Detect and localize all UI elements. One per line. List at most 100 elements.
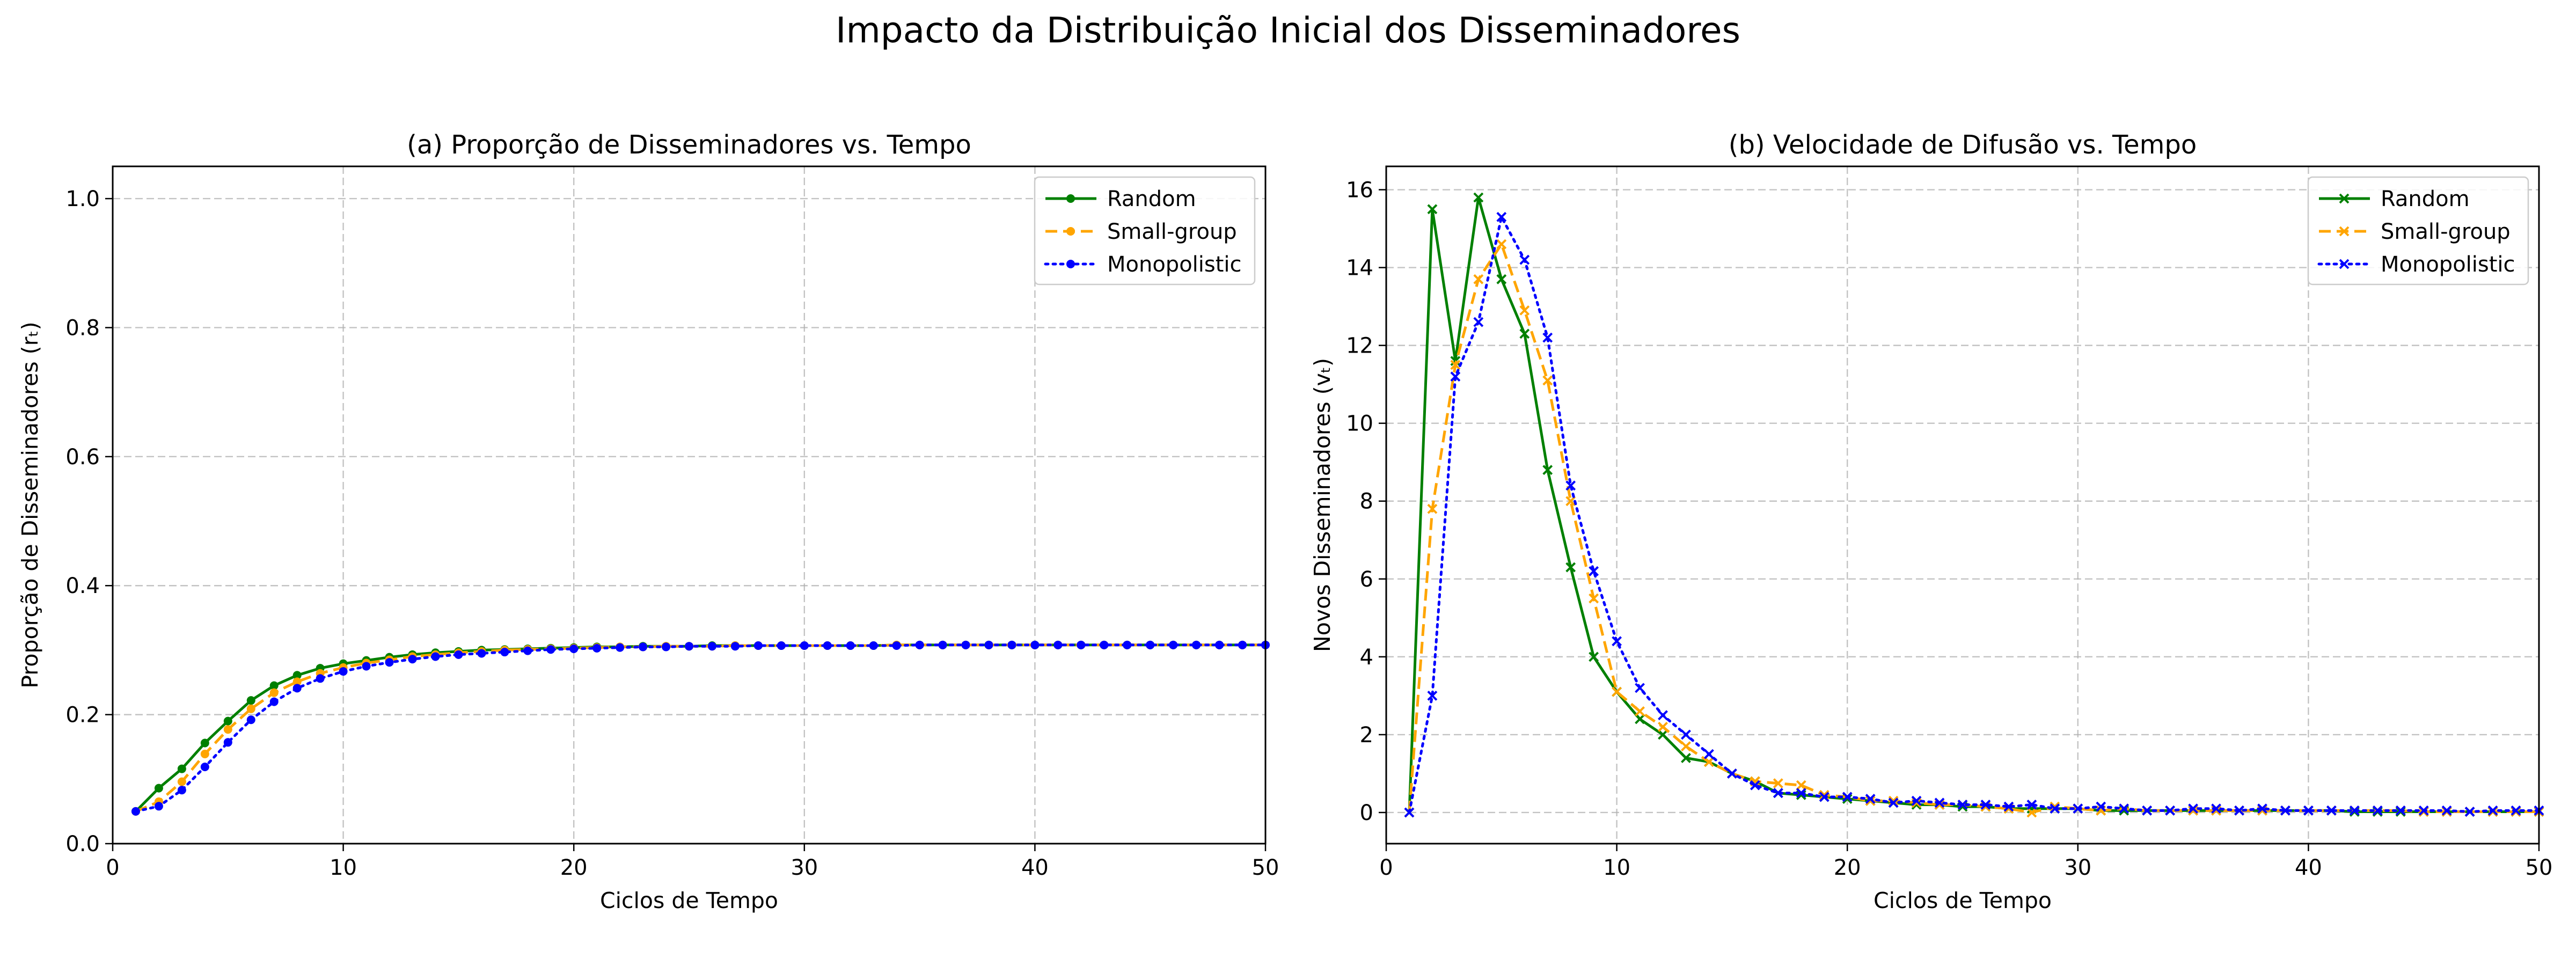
data-point-monopolistic xyxy=(1100,640,1109,649)
data-point-monopolistic xyxy=(431,652,440,661)
data-point-small-group xyxy=(1658,721,1668,732)
data-point-small-group xyxy=(1473,274,1484,284)
data-point-small-group xyxy=(1450,360,1461,370)
data-point-random xyxy=(1565,562,1576,573)
data-point-monopolistic xyxy=(1192,640,1201,649)
data-point-monopolistic xyxy=(223,738,232,747)
data-point-small-group xyxy=(1681,741,1691,752)
data-point-small-group xyxy=(200,749,209,758)
series-line-small-group xyxy=(1408,243,2539,814)
data-point-monopolistic xyxy=(500,648,509,657)
data-point-monopolistic xyxy=(2280,805,2290,816)
data-point-monopolistic xyxy=(2349,805,2360,816)
data-point-monopolistic xyxy=(753,641,763,650)
y-tick-label: 0.8 xyxy=(65,316,100,340)
x-tick-label: 0 xyxy=(106,855,119,880)
data-point-small-group xyxy=(1865,795,1876,806)
data-point-monopolistic xyxy=(2234,805,2244,816)
data-point-random xyxy=(223,716,232,726)
y-axis-label: Novos Disseminadores (vₜ) xyxy=(1309,358,1335,652)
data-point-monopolistic xyxy=(1215,640,1224,649)
data-point-random xyxy=(200,738,209,748)
y-tick-label: 12 xyxy=(1346,334,1373,358)
chart-b-velocity: 0 10 20 30 40 50 0 2 4 6 8 10 12 14 16 (b) Velocidade d… xyxy=(1309,130,2552,913)
data-point-monopolistic xyxy=(616,643,625,652)
data-point-monopolistic xyxy=(1796,788,1806,799)
legend-label-small-group: Small-group xyxy=(1107,219,1237,244)
data-point-monopolistic xyxy=(730,642,740,651)
data-point-monopolistic xyxy=(292,684,302,693)
data-point-small-group xyxy=(1542,375,1553,386)
data-point-small-group xyxy=(177,777,186,786)
data-point-monopolistic xyxy=(662,642,671,652)
plot-frame xyxy=(1385,165,2540,845)
x-tick-label: 30 xyxy=(2064,855,2091,880)
data-point-monopolistic xyxy=(685,642,693,651)
data-point-monopolistic xyxy=(1565,480,1576,491)
data-point-monopolistic xyxy=(1450,371,1461,382)
data-point-monopolistic xyxy=(2257,803,2267,814)
figure-title: Impacto da Distribuição Inicial dos Diss… xyxy=(835,10,1741,51)
data-point-monopolistic xyxy=(707,642,716,651)
data-point-small-group xyxy=(223,725,232,734)
data-point-random xyxy=(1496,274,1507,284)
x-tick-label: 30 xyxy=(791,855,818,880)
data-point-monopolistic xyxy=(1681,729,1691,740)
data-point-monopolistic xyxy=(1146,640,1155,649)
data-point-monopolistic xyxy=(1169,640,1178,649)
x-tick-label: 40 xyxy=(1021,855,1049,880)
data-point-monopolistic xyxy=(2188,803,2199,814)
x-axis-label: Ciclos de Tempo xyxy=(1874,888,2052,913)
data-point-monopolistic xyxy=(1030,640,1040,649)
data-point-monopolistic xyxy=(2119,803,2129,814)
data-point-monopolistic xyxy=(800,641,809,650)
x-tick-label: 20 xyxy=(1834,855,1861,880)
y-tick-label: 16 xyxy=(1346,178,1373,203)
legend-box xyxy=(1034,176,1256,286)
data-point-random xyxy=(1635,714,1645,724)
data-point-monopolistic xyxy=(569,645,579,654)
data-point-monopolistic xyxy=(1819,792,1829,802)
data-point-small-group xyxy=(1612,686,1622,697)
data-point-small-group xyxy=(1589,593,1599,604)
data-point-monopolistic xyxy=(2003,801,2014,812)
data-point-monopolistic xyxy=(154,802,163,811)
legend-marker-small-group xyxy=(1066,227,1075,236)
data-point-monopolistic xyxy=(131,807,140,816)
data-point-random xyxy=(1796,789,1806,800)
data-point-small-group xyxy=(2026,807,2037,818)
legend-marker-monopolistic xyxy=(1066,260,1075,268)
y-tick-label: 0.4 xyxy=(65,574,100,598)
data-point-monopolistic xyxy=(1427,690,1438,701)
data-point-random xyxy=(177,764,186,773)
data-point-monopolistic xyxy=(2441,805,2452,816)
data-point-monopolistic xyxy=(1519,254,1530,265)
data-point-small-group xyxy=(246,704,255,713)
x-tick-label: 40 xyxy=(2295,855,2322,880)
legend-label-random: Random xyxy=(1107,187,1196,211)
data-point-small-group xyxy=(1704,757,1714,767)
data-point-monopolistic xyxy=(177,786,186,795)
chart-title: (b) Velocidade de Difusão vs. Tempo xyxy=(1729,130,2197,160)
data-point-small-group xyxy=(1427,503,1438,514)
y-tick-label: 0.2 xyxy=(65,703,100,728)
data-point-monopolistic xyxy=(1934,797,1945,808)
data-point-monopolistic xyxy=(1589,566,1599,576)
data-point-monopolistic xyxy=(892,641,901,650)
chart-title: (a) Proporção de Disseminadores vs. Temp… xyxy=(407,130,971,160)
data-point-monopolistic xyxy=(2395,805,2406,816)
x-tick-label: 50 xyxy=(2526,855,2553,880)
data-point-random xyxy=(269,681,279,690)
data-point-random xyxy=(246,696,255,705)
y-tick-label: 4 xyxy=(1360,645,1373,670)
data-point-monopolistic xyxy=(546,645,555,654)
data-point-monopolistic xyxy=(1957,800,1968,810)
data-point-monopolistic xyxy=(2096,801,2106,812)
x-tick-label: 10 xyxy=(330,855,357,880)
x-axis-label: Ciclos de Tempo xyxy=(600,888,778,913)
data-point-monopolistic xyxy=(385,658,394,667)
data-point-monopolistic xyxy=(269,697,279,706)
plot-frame xyxy=(112,165,1267,845)
data-point-random xyxy=(1519,328,1530,339)
